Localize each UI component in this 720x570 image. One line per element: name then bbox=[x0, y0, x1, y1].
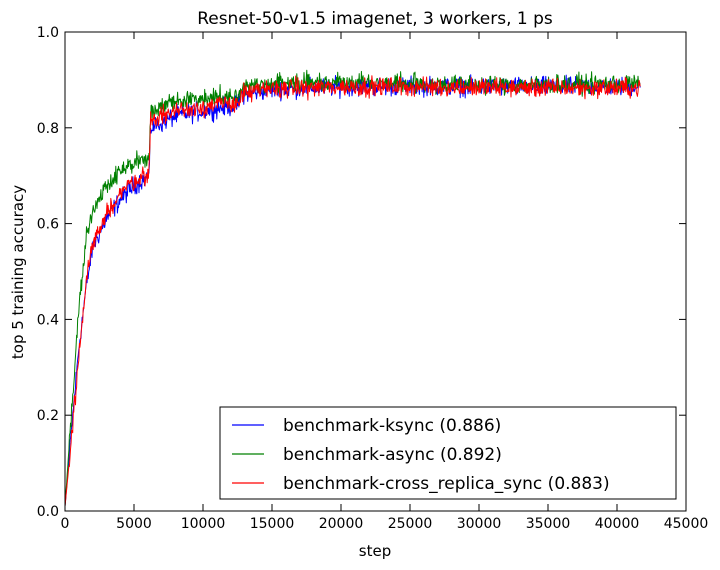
x-tick-label: 0 bbox=[61, 516, 70, 532]
legend-box bbox=[219, 406, 677, 500]
y-axis-label: top 5 training accuracy bbox=[9, 185, 27, 359]
y-tick-label: 1.0 bbox=[37, 25, 59, 41]
y-tick-label: 0.4 bbox=[37, 312, 59, 328]
x-ticks: 0 5000 10000 15000 20000 25000 30000 35000 40000… bbox=[61, 32, 709, 532]
x-tick-label: 30000 bbox=[457, 516, 502, 532]
x-tick-label: 25000 bbox=[388, 516, 433, 532]
x-tick-label: 45000 bbox=[664, 516, 709, 532]
y-tick-label: 0.2 bbox=[37, 408, 59, 424]
series-line-2 bbox=[65, 75, 641, 507]
x-tick-label: 20000 bbox=[319, 516, 364, 532]
y-ticks: 0.0 0.2 0.4 0.6 0.8 1.0 bbox=[37, 25, 686, 520]
legend-label-2: benchmark-cross_replica_sync (0.883) bbox=[283, 474, 610, 494]
legend: benchmark-ksync (0.886) benchmark-async (… bbox=[219, 406, 677, 500]
x-tick-label: 5000 bbox=[116, 516, 152, 532]
x-tick-label: 35000 bbox=[526, 516, 571, 532]
x-tick-label: 40000 bbox=[595, 516, 640, 532]
legend-label-0: benchmark-ksync (0.886) bbox=[283, 416, 501, 436]
y-tick-label: 0.0 bbox=[37, 504, 59, 520]
chart-title: Resnet-50-v1.5 imagenet, 3 workers, 1 ps bbox=[197, 9, 553, 29]
x-axis-label: step bbox=[359, 542, 391, 560]
y-tick-label: 0.6 bbox=[37, 217, 59, 233]
y-tick-label: 0.8 bbox=[37, 121, 59, 137]
plot-frame bbox=[64, 31, 687, 512]
x-tick-label: 10000 bbox=[181, 516, 226, 532]
legend-label-1: benchmark-async (0.892) bbox=[283, 445, 502, 465]
x-tick-label: 15000 bbox=[250, 516, 295, 532]
series-layer bbox=[65, 69, 641, 507]
